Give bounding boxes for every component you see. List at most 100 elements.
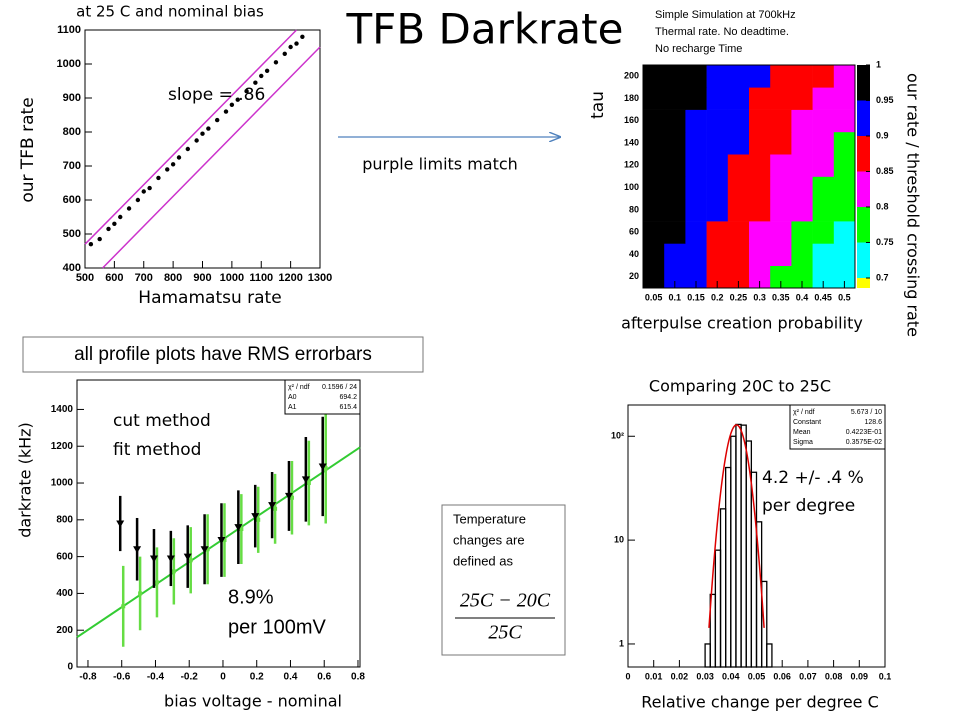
heatmap-cell [833, 243, 856, 266]
x-tick-label: 1000 [220, 272, 244, 284]
x-tick-label: 0.4 [284, 672, 298, 683]
simulation-note: Thermal rate. No deadtime. [655, 26, 789, 38]
x-tick-label: 0 [220, 672, 226, 683]
x-tick-label: 0.08 [825, 671, 843, 681]
y-tick-label: 140 [624, 137, 639, 147]
y-tick-label: 40 [629, 249, 639, 259]
x-tick-label: 0.07 [799, 671, 817, 681]
x-tick-label: 1100 [249, 272, 273, 284]
heatmap-cell [770, 176, 792, 200]
colorbar-label: 0.75 [876, 237, 894, 247]
heatmap-cell [706, 131, 729, 155]
heatmap-cell [706, 176, 729, 200]
x-tick-label: 0.09 [851, 671, 869, 681]
histogram-bar [725, 466, 732, 668]
point [156, 175, 161, 181]
y-tick-label: 500 [63, 228, 81, 240]
heatmap-cell [664, 87, 686, 110]
x-tick-label: 0.2 [711, 292, 724, 302]
chart-title: at 25 C and nominal bias [76, 3, 264, 21]
heatmap-cell [643, 65, 665, 88]
heatmap-cell [749, 109, 771, 133]
stats-label: Constant [793, 419, 821, 426]
heatmap-cell [770, 109, 792, 133]
heatmap-cell [749, 87, 771, 110]
stats-value: 694.2 [339, 394, 357, 401]
point [106, 226, 111, 232]
annotation: 8.9% [228, 586, 274, 608]
heatmap-cell [749, 265, 771, 289]
x-axis-label: bias voltage - nominal [164, 692, 342, 711]
heatmap-cell [685, 109, 707, 133]
point [253, 80, 258, 85]
x-tick-label: 0.35 [772, 292, 790, 302]
x-tick-label: 1200 [278, 272, 302, 284]
y-axis-label: darkrate (kHz) [16, 422, 35, 538]
heatmap-cell [727, 87, 750, 110]
point [88, 242, 94, 247]
x-tick-label: 0.2 [250, 672, 264, 683]
heatmap-cell [706, 109, 729, 133]
x-tick-label: 0.03 [696, 671, 714, 681]
heatmap-cell [643, 265, 665, 289]
marker [239, 527, 244, 532]
heatmap-cell [664, 243, 686, 266]
y-tick-label: 1400 [51, 404, 74, 415]
x-tick-label: 0.6 [317, 672, 331, 683]
point [97, 236, 102, 242]
colorbar-label: 0.9 [876, 130, 889, 140]
heatmap-cell [727, 221, 750, 244]
temperature-note: defined as [453, 553, 513, 568]
heatmap-cell [643, 109, 665, 133]
heatmap-cell [706, 87, 729, 110]
heatmap-cell [706, 221, 729, 244]
histogram-bar [740, 424, 747, 668]
point [288, 44, 293, 50]
x-axis-label: Hamamatsu rate [138, 288, 281, 308]
heatmap-cell [664, 154, 686, 177]
heatmap-cell [791, 198, 813, 222]
heatmap-cell [812, 87, 835, 110]
y-tick-label: 1200 [51, 441, 74, 452]
colorbar-segment [857, 65, 870, 101]
heatmap-cell [812, 131, 835, 155]
point [176, 155, 182, 160]
marker [183, 553, 192, 561]
annotation: per 100mV [228, 616, 326, 638]
x-tick-label: 700 [135, 272, 153, 284]
y-tick-label: 180 [624, 93, 639, 103]
heatmap-cell [643, 243, 665, 266]
heatmap-cell [664, 109, 686, 133]
heatmap-cell [706, 154, 729, 177]
annotation: slope = .86 [168, 85, 265, 105]
colorbar-title: our rate / threshold crossing rate [904, 73, 923, 337]
y-tick-label: 1 [619, 638, 624, 648]
heatmap-cell [770, 87, 792, 110]
heatmap-cell [685, 154, 707, 177]
heatmap-cell [791, 87, 813, 110]
histogram-bar [704, 643, 711, 668]
marker [200, 546, 209, 554]
heatmap-cell [812, 265, 835, 289]
y-tick-label: 80 [629, 204, 639, 214]
x-tick-label: 0.25 [730, 292, 748, 302]
point [223, 109, 229, 114]
heatmap-cell [791, 154, 813, 177]
heatmap-cell [749, 243, 771, 266]
heatmap-cell [685, 131, 707, 155]
heatmap-cell [812, 65, 835, 88]
colorbar-label: 1 [876, 59, 881, 69]
x-tick-label: 0.01 [645, 671, 663, 681]
heatmap-cell [833, 265, 856, 289]
x-tick-label: 800 [164, 272, 182, 284]
annotation: per degree [762, 496, 855, 516]
x-tick-label: 0.05 [748, 671, 766, 681]
y-tick-label: 800 [56, 514, 73, 525]
heatmap-cell [643, 176, 665, 200]
heatmap-cell [685, 198, 707, 222]
heatmap-cell [727, 243, 750, 266]
x-tick-label: 600 [105, 272, 123, 284]
x-tick-label: -0.4 [147, 672, 165, 683]
marker [217, 537, 226, 545]
marker [284, 492, 293, 500]
